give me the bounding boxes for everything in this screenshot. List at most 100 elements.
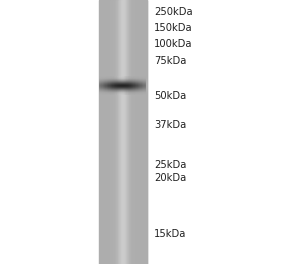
Bar	[106, 79, 107, 80]
Bar	[122, 82, 123, 83]
Bar	[115, 87, 116, 88]
Bar	[104, 80, 105, 81]
Bar	[100, 79, 101, 80]
Bar	[105, 91, 106, 92]
Bar	[121, 94, 122, 95]
Bar	[106, 78, 107, 79]
Bar	[122, 91, 123, 92]
Bar	[123, 83, 124, 84]
Bar	[104, 90, 105, 91]
Bar	[143, 86, 144, 87]
Bar	[104, 0, 105, 264]
Bar	[137, 76, 138, 77]
Bar	[100, 84, 101, 85]
Bar	[142, 76, 143, 77]
Bar	[99, 81, 100, 82]
Bar	[133, 89, 134, 90]
Bar	[116, 92, 117, 93]
Bar	[136, 86, 137, 87]
Bar	[105, 80, 106, 81]
Bar	[105, 76, 106, 77]
Bar	[118, 78, 119, 79]
Bar	[132, 86, 133, 87]
Bar	[135, 87, 136, 88]
Bar	[142, 88, 143, 89]
Bar	[101, 94, 102, 95]
Bar	[128, 81, 129, 82]
Bar	[141, 78, 142, 79]
Bar	[102, 79, 103, 80]
Bar	[128, 80, 129, 81]
Bar	[139, 77, 140, 78]
Bar	[106, 83, 107, 84]
Bar	[136, 80, 137, 81]
Bar	[104, 88, 105, 89]
Bar	[129, 90, 130, 91]
Bar	[130, 91, 131, 92]
Bar	[113, 89, 114, 90]
Bar	[138, 94, 139, 95]
Bar	[119, 81, 120, 82]
Bar	[128, 88, 129, 89]
Bar	[106, 0, 107, 264]
Bar	[100, 77, 101, 78]
Bar	[144, 78, 145, 79]
Bar	[105, 84, 106, 85]
Bar	[108, 90, 109, 91]
Bar	[103, 76, 104, 77]
Bar	[140, 78, 141, 79]
Bar	[101, 90, 102, 91]
Bar	[125, 92, 126, 93]
Bar	[113, 80, 114, 81]
Bar	[110, 88, 111, 89]
Bar	[132, 92, 133, 93]
Bar	[131, 94, 132, 95]
Bar	[101, 77, 102, 78]
Bar	[102, 89, 103, 90]
Bar	[104, 76, 105, 77]
Bar	[136, 91, 137, 92]
Bar	[118, 91, 119, 92]
Bar	[135, 84, 136, 85]
Bar	[126, 83, 127, 84]
Bar	[99, 89, 100, 90]
Bar	[123, 88, 124, 89]
Bar	[118, 94, 119, 95]
Bar	[139, 76, 140, 77]
Bar	[128, 85, 129, 86]
Bar	[136, 76, 137, 77]
Bar	[114, 85, 115, 86]
Bar	[140, 92, 141, 93]
Bar	[135, 83, 136, 84]
Bar	[115, 76, 116, 77]
Bar	[103, 88, 104, 89]
Bar	[145, 78, 146, 79]
Bar	[133, 94, 134, 95]
Bar	[107, 91, 108, 92]
Bar	[139, 91, 140, 92]
Bar	[127, 92, 128, 93]
Bar	[116, 91, 117, 92]
Bar	[116, 80, 117, 81]
Bar	[109, 86, 110, 87]
Bar	[110, 83, 111, 84]
Bar	[134, 0, 135, 264]
Bar	[113, 86, 114, 87]
Bar	[114, 0, 115, 264]
Bar	[114, 79, 115, 80]
Bar	[142, 79, 143, 80]
Bar	[121, 80, 122, 81]
Bar	[103, 0, 104, 264]
Bar	[118, 92, 119, 93]
Bar	[112, 93, 113, 94]
Bar	[138, 76, 139, 77]
Bar	[101, 84, 102, 85]
Bar	[131, 87, 132, 88]
Bar	[116, 78, 117, 79]
Bar	[145, 77, 146, 78]
Bar	[113, 83, 114, 84]
Bar	[137, 84, 138, 85]
Bar	[139, 92, 140, 93]
Bar	[106, 88, 107, 89]
Bar	[107, 87, 108, 88]
